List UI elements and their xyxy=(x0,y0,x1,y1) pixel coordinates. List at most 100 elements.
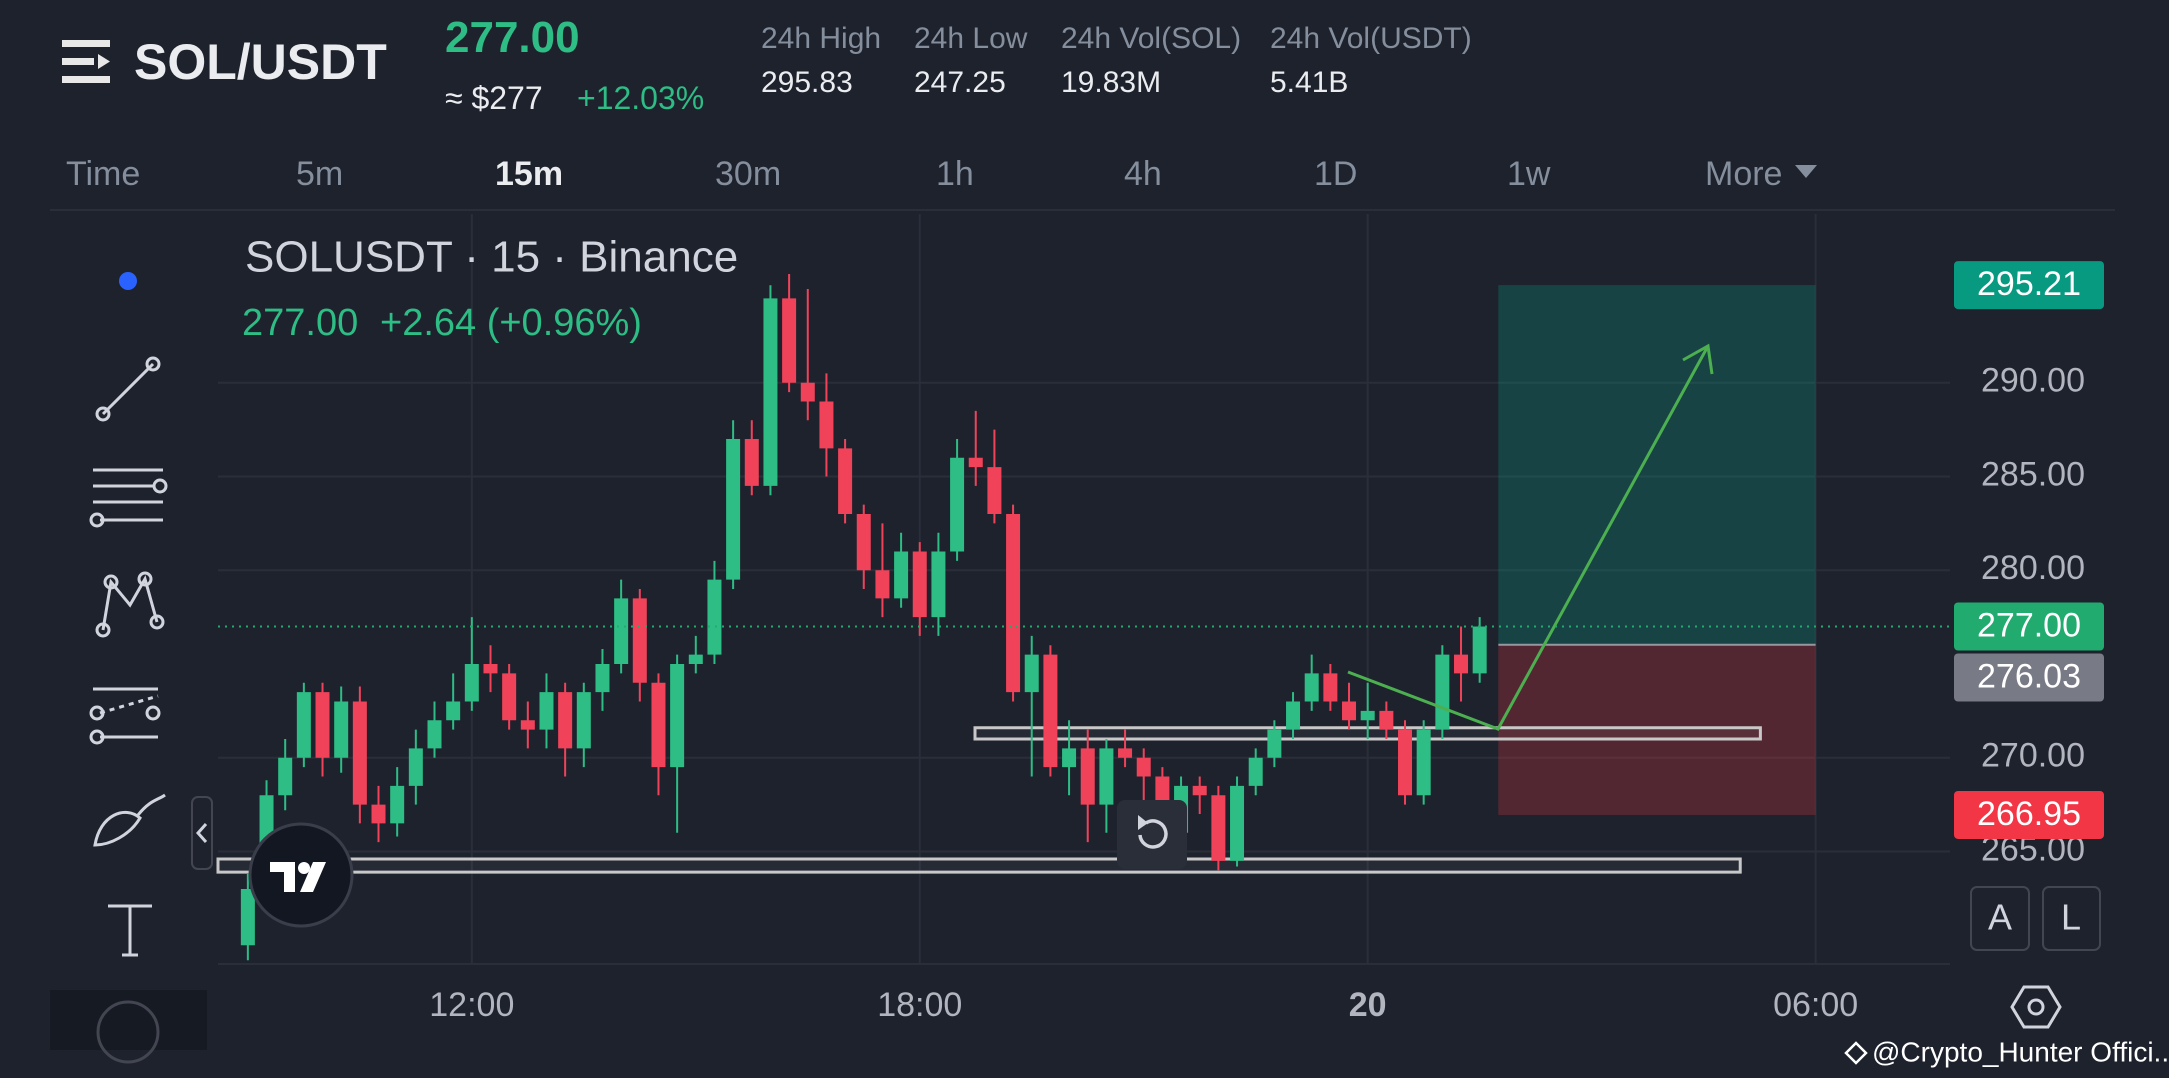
price-label-box xyxy=(1954,790,2104,839)
candle-body xyxy=(912,551,927,618)
candle-body xyxy=(1024,654,1039,693)
projection-tool[interactable] xyxy=(89,687,161,745)
price: 277.00 xyxy=(445,13,580,62)
candle-body xyxy=(688,654,703,664)
auto-button[interactable]: A xyxy=(1970,886,2030,951)
candle-body xyxy=(1211,795,1226,861)
timeframe[interactable]: 5m xyxy=(296,155,344,193)
timeframe[interactable]: 1h xyxy=(936,155,974,193)
candle-body xyxy=(1286,701,1301,730)
timeframe[interactable]: Time xyxy=(66,155,141,193)
y-tick-label: 285.00 xyxy=(1981,455,2085,493)
toolbar xyxy=(89,272,168,957)
candle-body xyxy=(614,598,629,664)
timeframe[interactable]: 4h xyxy=(1124,155,1162,193)
candle-body xyxy=(782,298,797,383)
fib-tool[interactable] xyxy=(89,468,168,528)
log-button[interactable]: L xyxy=(2042,886,2101,951)
trend-line-tool[interactable] xyxy=(95,356,161,422)
text-tool[interactable] xyxy=(108,904,152,957)
candle-body xyxy=(1379,710,1394,730)
watermark-icon xyxy=(1844,1041,1868,1065)
candle-body xyxy=(1118,748,1133,758)
stat-label: 24h Vol(USDT) xyxy=(1270,22,1472,55)
timeframe[interactable]: 1D xyxy=(1314,155,1358,193)
candle-body xyxy=(726,439,741,580)
stat-value: 295.83 xyxy=(761,66,853,99)
price-label-box xyxy=(1954,602,2104,651)
candle-body xyxy=(744,439,759,486)
candle-body xyxy=(371,804,386,824)
candle-body xyxy=(1323,673,1338,702)
candle-body xyxy=(427,720,442,749)
approx-price: ≈ $277 xyxy=(445,80,543,116)
candle-body xyxy=(520,720,535,730)
tradingview-logo[interactable] xyxy=(248,822,354,928)
timeframe[interactable]: More xyxy=(1705,155,1783,193)
candle-body xyxy=(819,401,834,449)
candle-body xyxy=(390,785,405,824)
candle-body xyxy=(539,692,554,730)
candle-body xyxy=(1080,748,1095,805)
candle-body xyxy=(1360,710,1375,721)
legend-change: +2.64 (+0.96%) xyxy=(380,302,642,344)
toolbar-footer xyxy=(50,990,207,1050)
candle-body xyxy=(1136,757,1151,777)
stat-label: 24h High xyxy=(761,22,882,55)
candle-body xyxy=(651,682,666,768)
more-caret xyxy=(1795,165,1817,178)
stat-label: 24h Low xyxy=(914,22,1028,55)
brush-tool[interactable] xyxy=(93,793,166,847)
legend-last: 277.00 xyxy=(242,302,358,344)
candle-body xyxy=(558,692,573,749)
candle-body xyxy=(875,570,890,599)
candle-body xyxy=(240,889,255,946)
timeframe[interactable]: 1w xyxy=(1507,155,1551,193)
candle-body xyxy=(987,467,1002,514)
candle-body xyxy=(1454,654,1469,674)
x-tick-label: 20 xyxy=(1349,986,1387,1024)
reset-button[interactable] xyxy=(1117,800,1187,869)
price-label: 266.95 xyxy=(1977,795,2081,833)
menu-icon[interactable] xyxy=(62,40,110,83)
candle-body xyxy=(950,457,965,552)
candle-body xyxy=(595,664,610,693)
collapse-icon xyxy=(195,823,208,843)
price-label: 277.00 xyxy=(1977,606,2081,644)
log-label: L xyxy=(2061,897,2081,938)
candle-body xyxy=(1099,748,1114,805)
loss-zone xyxy=(1498,644,1816,815)
candle-body xyxy=(446,701,461,721)
cursor-tool[interactable] xyxy=(119,272,137,290)
candle-body xyxy=(315,692,330,758)
stat-value: 19.83M xyxy=(1061,66,1162,99)
candle-body xyxy=(502,673,517,721)
candle-body xyxy=(296,692,311,758)
candle-body xyxy=(894,551,909,599)
candle-body xyxy=(1062,748,1077,768)
pattern-tool[interactable] xyxy=(95,571,165,638)
legend-symbol: SOLUSDT · 15 · Binance xyxy=(245,233,738,282)
x-tick-label: 06:00 xyxy=(1773,986,1858,1024)
candle-body xyxy=(352,701,367,805)
candle-body xyxy=(931,551,946,618)
candle-body xyxy=(763,298,778,486)
settings-icon[interactable] xyxy=(2010,985,2062,1029)
timeframe[interactable]: 15m xyxy=(495,155,564,193)
more-tools[interactable] xyxy=(96,1000,160,1064)
candle-body xyxy=(1435,654,1450,730)
candle-body xyxy=(1342,701,1357,721)
candle-body xyxy=(334,701,349,758)
profit-zone xyxy=(1498,285,1816,645)
collapse-toolbar[interactable] xyxy=(191,796,213,870)
x-tick-label: 18:00 xyxy=(877,986,962,1024)
y-tick-label: 270.00 xyxy=(1981,737,2085,775)
candle-body xyxy=(1230,785,1245,861)
drawn-arrow xyxy=(1347,343,1714,731)
candle-body xyxy=(483,664,498,674)
timeframe[interactable]: 30m xyxy=(715,155,782,193)
candle-body xyxy=(1192,785,1207,796)
candle-body xyxy=(838,448,853,514)
price-label: 276.03 xyxy=(1977,657,2081,695)
